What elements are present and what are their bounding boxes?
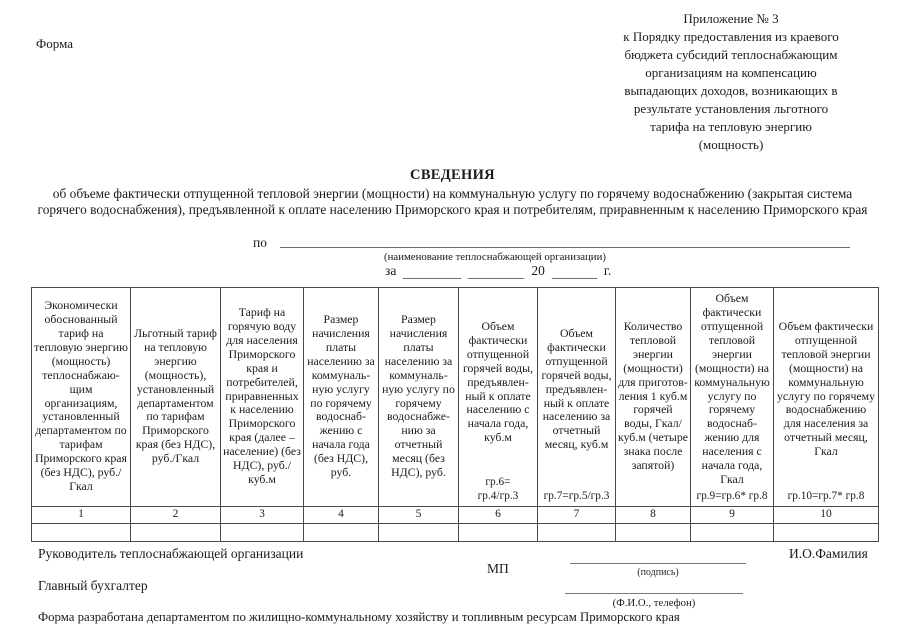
empty-cell [303, 523, 379, 542]
period-blank-2 [468, 264, 525, 279]
col-formula: гр.7=гр.5/гр.3 [543, 490, 610, 503]
col-formula [133, 504, 218, 505]
organization-fill-line [280, 247, 850, 248]
col-header-6: Объем фактически отпущенной горячей воды… [458, 287, 538, 507]
year-suffix: г. [603, 263, 612, 278]
col-number: 10 [773, 506, 879, 524]
page-title: СВЕДЕНИЯ [410, 167, 495, 183]
developed-by-note: Форма разработана департаментом по жилищ… [38, 610, 680, 624]
form-label: Форма [36, 36, 73, 51]
signature-caption: (подпись) [637, 567, 679, 578]
col-formula [223, 504, 301, 505]
year-prefix: 20 [531, 263, 545, 278]
col-formula: гр.9=гр.6* гр.8 [696, 490, 768, 503]
col-number: 2 [130, 506, 221, 524]
col-header-text: Объем фактически отпущенной горячей воды… [541, 325, 612, 452]
empty-cell [130, 523, 221, 542]
name-placeholder: И.О.Фамилия [789, 546, 868, 561]
col-header-text: Экономически обоснованный тариф на тепло… [34, 298, 128, 493]
col-formula: гр.10=гр.7* гр.8 [787, 490, 865, 503]
col-formula: гр.6= гр.4/гр.3 [477, 476, 519, 503]
col-formula [381, 504, 456, 505]
col-number: 8 [615, 506, 691, 524]
empty-cell [220, 523, 304, 542]
empty-cell [31, 523, 131, 542]
col-header-10: Объем фактически отпущенной тепловой эне… [773, 287, 879, 507]
col-header-9: Объем фактически отпущенной тепловой эне… [690, 287, 774, 507]
col-number: 3 [220, 506, 304, 524]
col-number: 9 [690, 506, 774, 524]
empty-cell [690, 523, 774, 542]
col-header-text: Тариф на горячую воду для населения Прим… [223, 305, 301, 486]
col-header-5: Размер начисления платы населению за ком… [378, 287, 459, 507]
organization-caption: (наименование теплоснабжающей организаци… [384, 251, 606, 263]
appendix-reference: Приложение № 3 к Порядку предоставления … [623, 11, 839, 152]
fio-caption: (Ф.И.О., телефон) [612, 597, 696, 609]
table-header-row: Экономически обоснованный тариф на тепло… [31, 287, 879, 507]
col-header-text: Объем фактически отпущенной тепловой эне… [776, 319, 876, 459]
col-header-text: Размер начисления платы населению за ком… [382, 312, 455, 480]
col-number: 7 [537, 506, 616, 524]
period-blank-1 [403, 264, 462, 279]
col-header-7: Объем фактически отпущенной горячей воды… [537, 287, 616, 507]
col-header-1: Экономически обоснованный тариф на тепло… [31, 287, 131, 507]
col-number: 5 [378, 506, 459, 524]
mp-stamp-label: МП [487, 561, 509, 576]
empty-cell [615, 523, 691, 542]
po-label: по [253, 235, 267, 250]
fio-line [565, 593, 743, 594]
empty-cell [458, 523, 538, 542]
data-table: Экономически обоснованный тариф на тепло… [31, 287, 879, 542]
col-header-3: Тариф на горячую воду для населения Прим… [220, 287, 304, 507]
page-subtitle: об объеме фактически отпущенной тепловой… [37, 186, 868, 217]
col-header-text: Объем фактически отпущенной горячей воды… [462, 319, 534, 445]
col-number: 1 [31, 506, 131, 524]
col-formula [34, 504, 128, 505]
col-header-text: Льготный тариф на тепловую энергию (мощн… [134, 325, 217, 466]
col-formula [306, 504, 376, 505]
accountant-label: Главный бухгалтер [38, 578, 148, 593]
col-formula [618, 504, 688, 505]
column-number-row: 1 2 3 4 5 6 7 8 9 10 [31, 506, 879, 524]
signature-line [570, 563, 746, 564]
year-blank [551, 264, 597, 279]
col-header-8: Количество тепловой энергии (мощности) д… [615, 287, 691, 507]
col-header-4: Размер начисления платы населению за ком… [303, 287, 379, 507]
period-line: за 20 г. [385, 263, 611, 279]
col-number: 6 [458, 506, 538, 524]
col-header-2: Льготный тариф на тепловую энергию (мощн… [130, 287, 221, 507]
col-number: 4 [303, 506, 379, 524]
col-header-text: Размер начисления платы населению за ком… [307, 312, 375, 480]
za-label: за [385, 263, 397, 278]
director-label: Руководитель теплоснабжающей организации [38, 546, 304, 561]
empty-cell [537, 523, 616, 542]
col-header-text: Объем фактически отпущенной тепловой эне… [694, 291, 770, 486]
empty-data-row [31, 523, 879, 542]
empty-cell [378, 523, 459, 542]
col-header-text: Количество тепловой энергии (мощности) д… [618, 319, 688, 473]
empty-cell [773, 523, 879, 542]
